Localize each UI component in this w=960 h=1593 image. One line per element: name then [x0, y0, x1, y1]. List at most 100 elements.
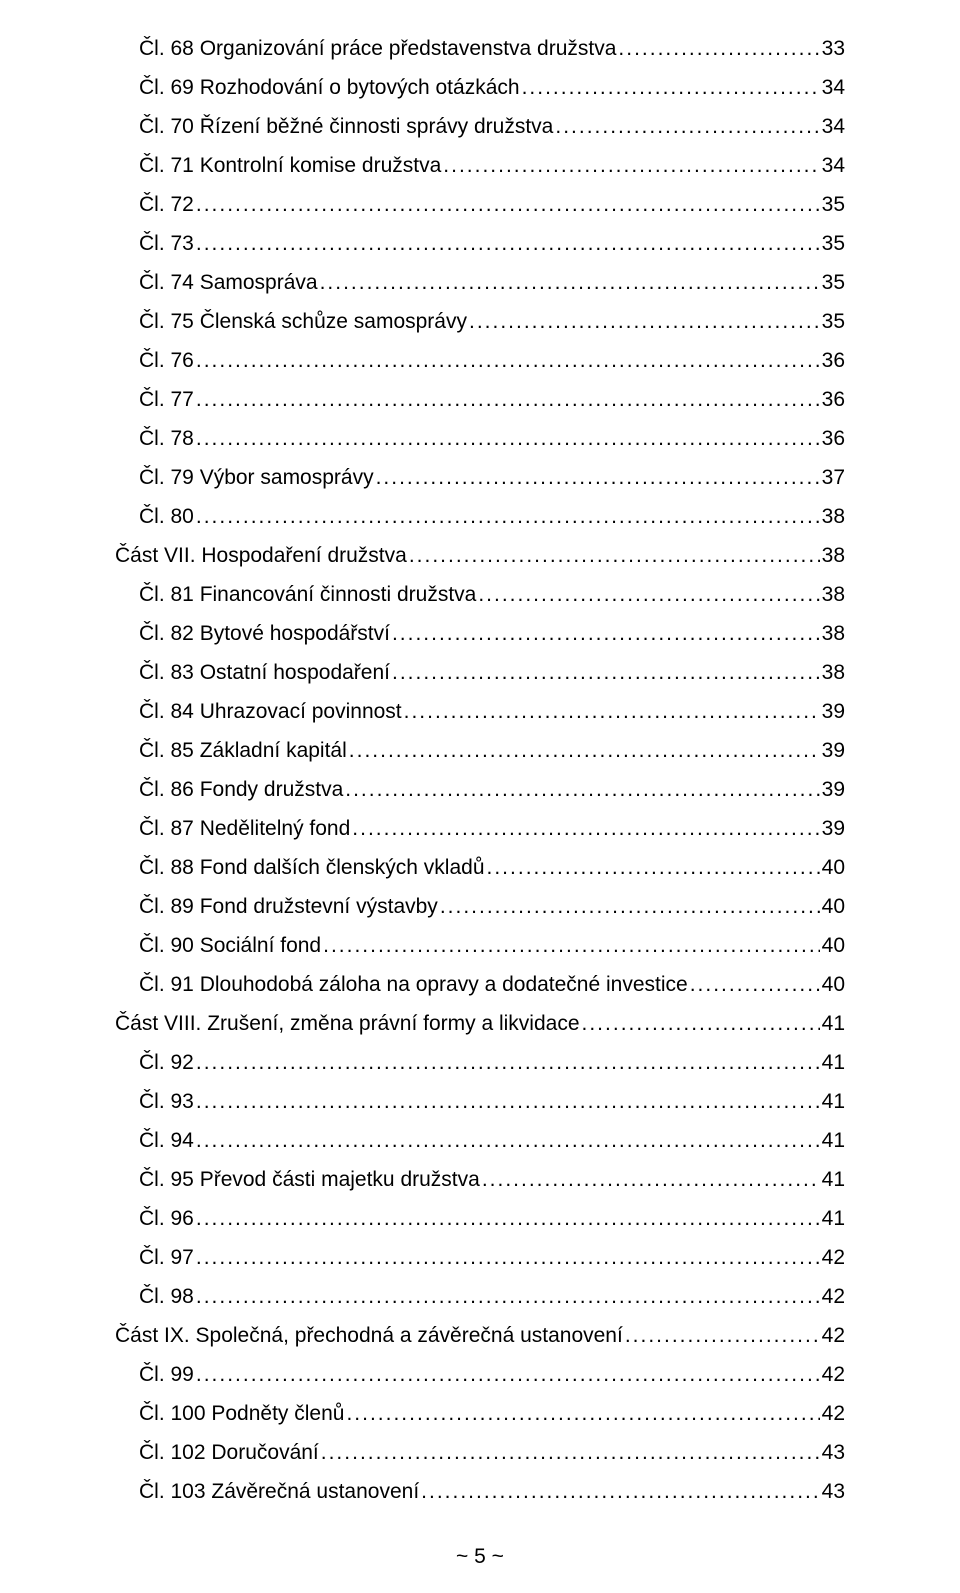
toc-entry-label: Čl. 84 Uhrazovací povinnost [139, 701, 402, 722]
toc-entry-label: Čl. 98 [139, 1286, 194, 1307]
toc-entry: Čl. 78..................................… [115, 410, 845, 449]
toc-entry: Čl. 85 Základní kapitál.................… [115, 722, 845, 761]
toc-entry: Čl. 103 Závěrečná ustanovení............… [115, 1463, 845, 1502]
toc-entry-page: 38 [822, 662, 845, 683]
toc-entry: Čl. 74 Samospráva.......................… [115, 254, 845, 293]
toc-entry-label: Část VIII. Zrušení, změna právní formy a… [115, 1013, 580, 1034]
toc-entry-page: 39 [822, 818, 845, 839]
toc-leader-dots: ........................................… [352, 818, 819, 839]
toc-entry-label: Čl. 78 [139, 428, 194, 449]
toc-leader-dots: ........................................… [196, 1052, 820, 1073]
toc-entry-page: 41 [822, 1052, 845, 1073]
toc-entry-label: Čl. 97 [139, 1247, 194, 1268]
toc-leader-dots: ........................................… [349, 740, 820, 761]
toc-entry-label: Část VII. Hospodaření družstva [115, 545, 407, 566]
toc-entry-page: 41 [822, 1169, 845, 1190]
toc-entry-page: 38 [822, 506, 845, 527]
toc-leader-dots: ........................................… [321, 1442, 820, 1463]
toc-entry-label: Čl. 73 [139, 233, 194, 254]
toc-entry-page: 42 [822, 1325, 845, 1346]
toc-entry-page: 36 [822, 389, 845, 410]
toc-entry-label: Čl. 87 Nedělitelný fond [139, 818, 350, 839]
toc-entry: Čl. 94..................................… [115, 1112, 845, 1151]
toc-leader-dots: ........................................… [392, 623, 820, 644]
toc-entry-label: Čl. 71 Kontrolní komise družstva [139, 155, 441, 176]
toc-entry-page: 35 [822, 194, 845, 215]
toc-leader-dots: ........................................… [625, 1325, 820, 1346]
toc-entry: Čl. 99..................................… [115, 1346, 845, 1385]
toc-entry-page: 36 [822, 428, 845, 449]
toc-entry-label: Čl. 99 [139, 1364, 194, 1385]
toc-entry-page: 39 [822, 779, 845, 800]
toc-entry-page: 41 [822, 1130, 845, 1151]
toc-leader-dots: ........................................… [618, 38, 819, 59]
toc-entry-page: 34 [822, 155, 845, 176]
toc-leader-dots: ........................................… [478, 584, 819, 605]
toc-entry: Čl. 71 Kontrolní komise družstva........… [115, 137, 845, 176]
toc-entry-page: 38 [822, 623, 845, 644]
toc-entry: Čl. 97..................................… [115, 1229, 845, 1268]
toc-entry-label: Čl. 81 Financování činnosti družstva [139, 584, 476, 605]
toc-entry: Čl. 92..................................… [115, 1034, 845, 1073]
toc-leader-dots: ........................................… [196, 428, 820, 449]
toc-leader-dots: ........................................… [196, 1286, 820, 1307]
toc-entry: Čl. 88 Fond dalších členských vkladů....… [115, 839, 845, 878]
toc-leader-dots: ........................................… [196, 1208, 820, 1229]
toc-entry: Čl. 79 Výbor samosprávy.................… [115, 449, 845, 488]
page-number: ~ 5 ~ [456, 1545, 504, 1568]
toc-entry: Čl. 86 Fondy družstva...................… [115, 761, 845, 800]
toc-entry-page: 34 [822, 77, 845, 98]
toc-entry-label: Čl. 95 Převod části majetku družstva [139, 1169, 480, 1190]
toc-entry-page: 35 [822, 233, 845, 254]
toc-entry-page: 34 [822, 116, 845, 137]
toc-leader-dots: ........................................… [196, 350, 820, 371]
toc-entry-label: Čl. 79 Výbor samosprávy [139, 467, 374, 488]
toc-leader-dots: ........................................… [196, 233, 820, 254]
toc-entry-label: Čl. 69 Rozhodování o bytových otázkách [139, 77, 520, 98]
toc-entry-page: 42 [822, 1403, 845, 1424]
toc-entry: Čl. 82 Bytové hospodářství..............… [115, 605, 845, 644]
toc-entry-label: Čl. 89 Fond družstevní výstavby [139, 896, 438, 917]
toc-entry-page: 40 [822, 935, 845, 956]
toc-entry: Čl. 76..................................… [115, 332, 845, 371]
toc-entry-page: 43 [822, 1442, 845, 1463]
toc-entry: Čl. 68 Organizování práce představenstva… [115, 20, 845, 59]
toc-entry: Čl. 72..................................… [115, 176, 845, 215]
toc-entry-label: Čl. 70 Řízení běžné činnosti správy druž… [139, 116, 553, 137]
toc-entry-page: 38 [822, 545, 845, 566]
toc-leader-dots: ........................................… [421, 1481, 819, 1502]
toc-entry-page: 37 [822, 467, 845, 488]
toc-entry-label: Čl. 72 [139, 194, 194, 215]
toc-entry-label: Čl. 93 [139, 1091, 194, 1112]
toc-entry: Část IX. Společná, přechodná a závěrečná… [115, 1307, 845, 1346]
toc-entry: Část VIII. Zrušení, změna právní formy a… [115, 995, 845, 1034]
toc-entry-page: 40 [822, 974, 845, 995]
toc-leader-dots: ........................................… [376, 467, 820, 488]
toc-entry-label: Čl. 100 Podněty členů [139, 1403, 344, 1424]
toc-entry-label: Čl. 90 Sociální fond [139, 935, 321, 956]
toc-leader-dots: ........................................… [196, 1130, 820, 1151]
toc-leader-dots: ........................................… [196, 1247, 820, 1268]
toc-entry-label: Čl. 85 Základní kapitál [139, 740, 347, 761]
toc-entry: Čl. 102 Doručování......................… [115, 1424, 845, 1463]
toc-entry: Čl. 69 Rozhodování o bytových otázkách..… [115, 59, 845, 98]
toc-entry-page: 39 [822, 740, 845, 761]
toc-leader-dots: ........................................… [196, 1091, 820, 1112]
toc-leader-dots: ........................................… [346, 1403, 819, 1424]
toc-leader-dots: ........................................… [392, 662, 820, 683]
toc-entry-label: Čl. 75 Členská schůze samosprávy [139, 311, 467, 332]
toc-entry-page: 42 [822, 1247, 845, 1268]
toc-entry-page: 35 [822, 272, 845, 293]
toc-entry-label: Čl. 94 [139, 1130, 194, 1151]
toc-entry: Čl. 70 Řízení běžné činnosti správy druž… [115, 98, 845, 137]
toc-entry-page: 40 [822, 857, 845, 878]
toc-entry: Čl. 83 Ostatní hospodaření..............… [115, 644, 845, 683]
toc-entry-label: Čl. 96 [139, 1208, 194, 1229]
toc-entry-page: 41 [822, 1091, 845, 1112]
toc-entry: Čl. 73..................................… [115, 215, 845, 254]
toc-entry-label: Čl. 76 [139, 350, 194, 371]
toc-leader-dots: ........................................… [196, 506, 820, 527]
toc-leader-dots: ........................................… [469, 311, 820, 332]
toc-leader-dots: ........................................… [409, 545, 820, 566]
table-of-contents: Čl. 68 Organizování práce představenstva… [115, 20, 845, 1502]
